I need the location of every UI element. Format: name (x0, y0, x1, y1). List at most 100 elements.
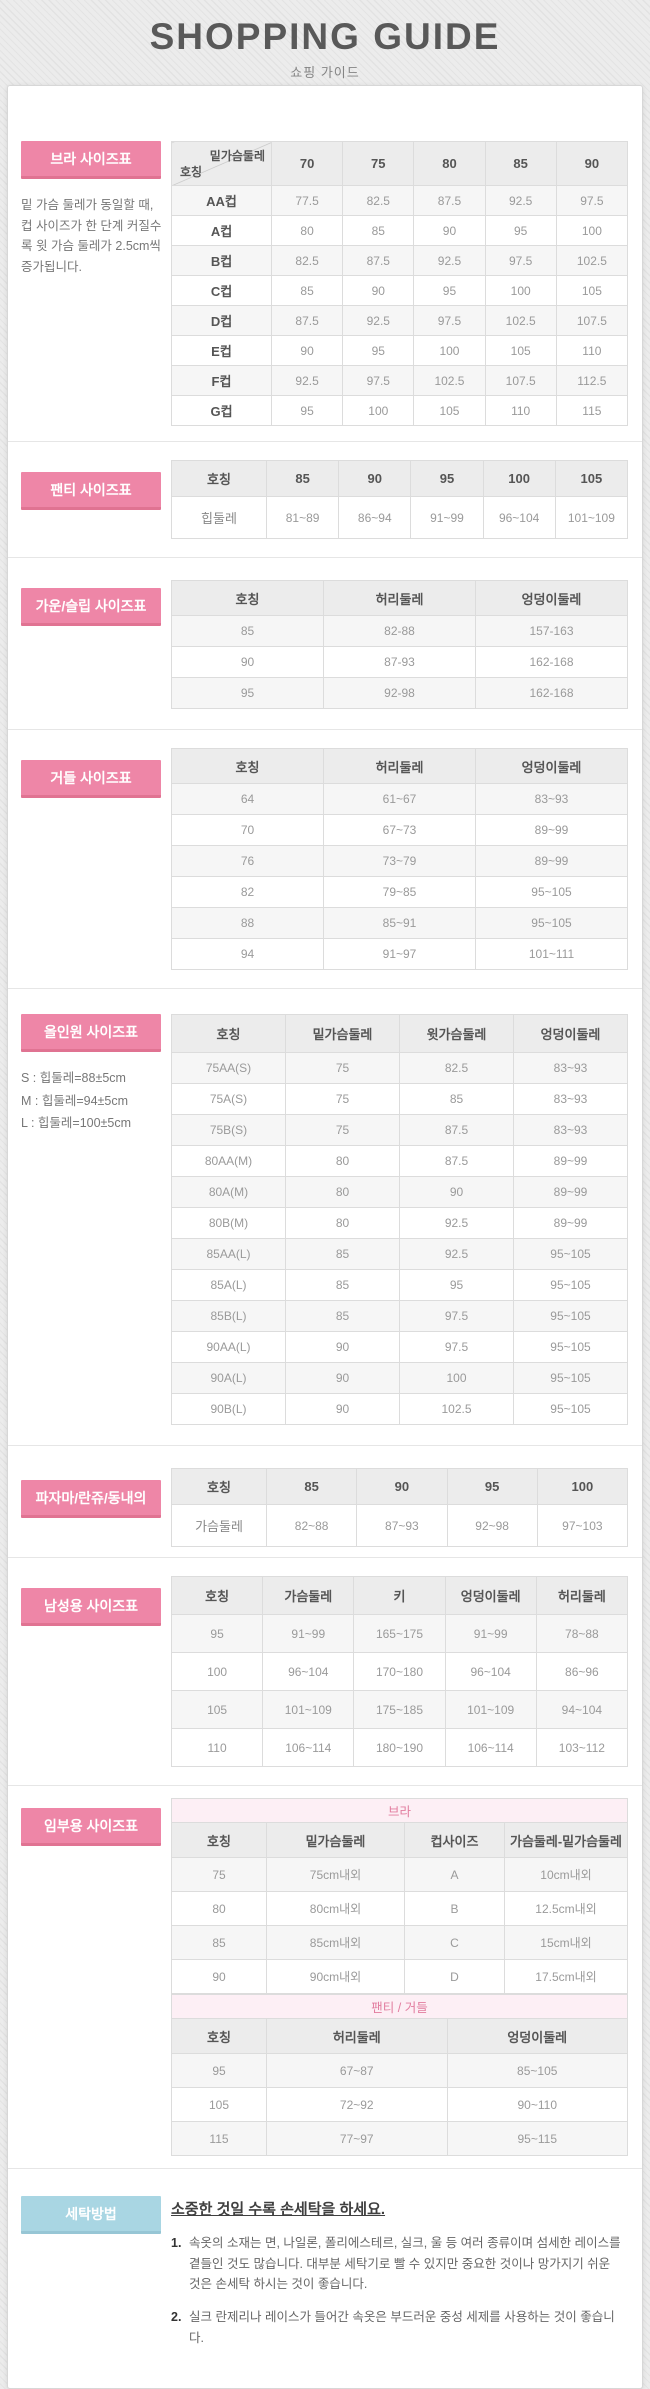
size-cell: B (404, 1891, 505, 1926)
row-header: 호칭 (180, 165, 203, 179)
table-header-row: 밑가슴둘레 호칭 70 75 80 85 90 (171, 141, 629, 186)
size-cell: 85B(L) (171, 1300, 286, 1332)
size-cell: 101~109 (444, 1690, 537, 1729)
size-cell: 162-168 (475, 646, 628, 678)
size-cell: 92.5 (484, 185, 557, 216)
section-girdle: 거들 사이즈표 호칭 허리둘레 엉덩이둘레 64 61~67 83~93 (8, 730, 642, 989)
bra-note: 밑 가슴 둘레가 동일할 때, 컵 사이즈가 한 단계 커질수록 윗 가슴 둘레… (21, 198, 162, 274)
size-cell: 89~99 (513, 1176, 628, 1208)
column-header: 엉덩이둘레 (475, 580, 628, 616)
table-row: 115 77~97 95~115 (171, 2121, 628, 2156)
section-label-washing: 세탁방법 (21, 2196, 161, 2234)
size-cell: 75B(S) (171, 1114, 286, 1146)
size-cell: 97.5 (342, 365, 415, 396)
row-label: E컵 (171, 335, 272, 366)
column-header: 허리둘레 (535, 1576, 629, 1615)
size-cell: 90 (285, 1393, 400, 1425)
column-header: 95 (410, 460, 484, 497)
size-cell: 95 (270, 395, 344, 426)
size-cell: 90 (413, 215, 486, 246)
size-cell: 80 (285, 1145, 400, 1177)
size-cell: 95~105 (475, 876, 628, 908)
table-header-row: 호칭 허리둘레 엉덩이둘레 (171, 2018, 628, 2054)
table-row: 64 61~67 83~93 (171, 783, 628, 815)
size-cell: 86~94 (338, 496, 412, 539)
size-cell: 76 (171, 845, 324, 877)
size-cell: 165~175 (353, 1614, 446, 1653)
size-cell: 89~99 (513, 1207, 628, 1239)
size-cell: 85~105 (446, 2053, 628, 2088)
size-cell: 100 (484, 275, 557, 306)
maternity-panty-girdle-table: 팬티 / 거들 호칭 허리둘레 엉덩이둘레 95 67~87 85~105 (171, 1994, 628, 2156)
column-header: 100 (482, 460, 556, 497)
size-cell: 100 (399, 1362, 514, 1394)
size-cell: 90 (285, 1331, 400, 1363)
table-row: 75A(S) 75 85 83~93 (171, 1083, 628, 1115)
table-row: 75 75cm내외 A 10cm내외 (171, 1857, 628, 1892)
size-cell: 115 (555, 395, 629, 426)
band-row: 브라 (171, 1798, 628, 1823)
size-cell: 95 (171, 677, 324, 709)
size-cell: 77~97 (266, 2121, 448, 2156)
row-label: G컵 (171, 395, 272, 426)
column-header: 호칭 (171, 1468, 267, 1505)
column-header: 엉덩이둘레 (446, 2018, 628, 2054)
table-header-row: 호칭 85 90 95 100 (171, 1468, 629, 1505)
column-header: 가슴둘레-밑가슴둘레 (504, 1822, 628, 1858)
size-cell: 87.5 (399, 1145, 514, 1177)
all-in-one-note: S : 힙둘레=88±5cm M : 힙둘레=94±5cm L : 힙둘레=100±… (21, 1068, 163, 1134)
size-cell: 102.5 (399, 1393, 514, 1425)
size-cell: 87~93 (356, 1504, 448, 1547)
section-label-all-in-one: 올인원 사이즈표 (21, 1014, 161, 1052)
size-cell: 12.5cm내외 (504, 1891, 628, 1926)
size-cell: 90 (342, 275, 415, 306)
size-cell: 81~89 (265, 496, 340, 539)
column-header: 호칭 (171, 1822, 267, 1858)
size-cell: 90 (399, 1176, 514, 1208)
size-cell: 17.5cm내외 (504, 1959, 628, 1994)
size-cell: 87-93 (323, 646, 476, 678)
size-cell: 94 (171, 938, 324, 970)
column-header: 가슴둘레 (262, 1576, 355, 1615)
size-cell: 95~105 (475, 907, 628, 939)
size-cell: 97.5 (413, 305, 486, 336)
size-cell: 90B(L) (171, 1393, 286, 1425)
size-cell: 86~96 (535, 1652, 629, 1691)
size-cell: 96~104 (444, 1652, 537, 1691)
size-cell: 95~105 (513, 1300, 628, 1332)
size-cell: 95 (170, 1614, 264, 1653)
content-card: 브라 사이즈표 밑 가슴 둘레가 동일할 때, 컵 사이즈가 한 단계 커질수록… (7, 85, 643, 2389)
size-cell: 75A(S) (171, 1083, 286, 1115)
column-header: 100 (536, 1468, 629, 1505)
size-cell: 85cm내외 (266, 1925, 405, 1960)
table-row: D컵 87.5 92.5 97.5 102.5 107.5 (171, 305, 629, 336)
size-cell: C (404, 1925, 505, 1960)
size-cell: 64 (171, 783, 324, 815)
size-cell: 80B(M) (171, 1207, 286, 1239)
table-header-row: 호칭 허리둘레 엉덩이둘레 (171, 580, 628, 616)
item-number: 2. (171, 2309, 182, 2324)
size-cell: 70 (171, 814, 324, 846)
size-cell: 80AA(M) (171, 1145, 286, 1177)
size-cell: 95~105 (513, 1362, 628, 1394)
size-cell: 83~93 (513, 1114, 628, 1146)
size-cell: 95~105 (513, 1269, 628, 1301)
size-cell: 82-88 (323, 615, 476, 647)
size-cell: 105 (171, 2087, 267, 2122)
size-cell: 95 (399, 1269, 514, 1301)
band-label: 팬티 / 거들 (171, 1994, 628, 2019)
size-cell: 96~104 (482, 496, 556, 539)
row-label: F컵 (171, 365, 272, 396)
page-subtitle: 쇼핑 가이드 (290, 65, 360, 80)
size-cell: 80 (285, 1176, 400, 1208)
size-cell: 102.5 (413, 365, 486, 396)
size-cell: 90cm내외 (266, 1959, 405, 1994)
size-cell: 157-163 (475, 615, 628, 647)
size-cell: 85 (285, 1238, 400, 1270)
size-cell: 80A(M) (171, 1176, 286, 1208)
size-cell: 162-168 (475, 677, 628, 709)
panty-size-table: 호칭 85 90 95 100 105 힙둘레 81~89 86~94 91~99 96~… (171, 460, 629, 539)
table-row: F컵 92.5 97.5 102.5 107.5 112.5 (171, 365, 629, 396)
size-cell: 85~91 (323, 907, 476, 939)
washing-item: 2. 실크 란제리나 레이스가 들어간 속옷은 부드러운 중성 세제를 사용하는… (171, 2307, 628, 2348)
